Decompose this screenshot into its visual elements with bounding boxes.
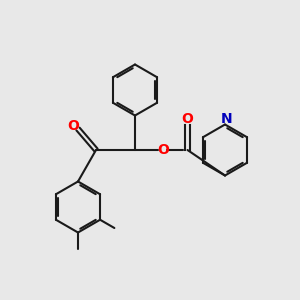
Text: N: N	[221, 112, 232, 126]
Text: O: O	[68, 119, 80, 133]
Text: O: O	[157, 143, 169, 157]
Text: O: O	[182, 112, 194, 126]
